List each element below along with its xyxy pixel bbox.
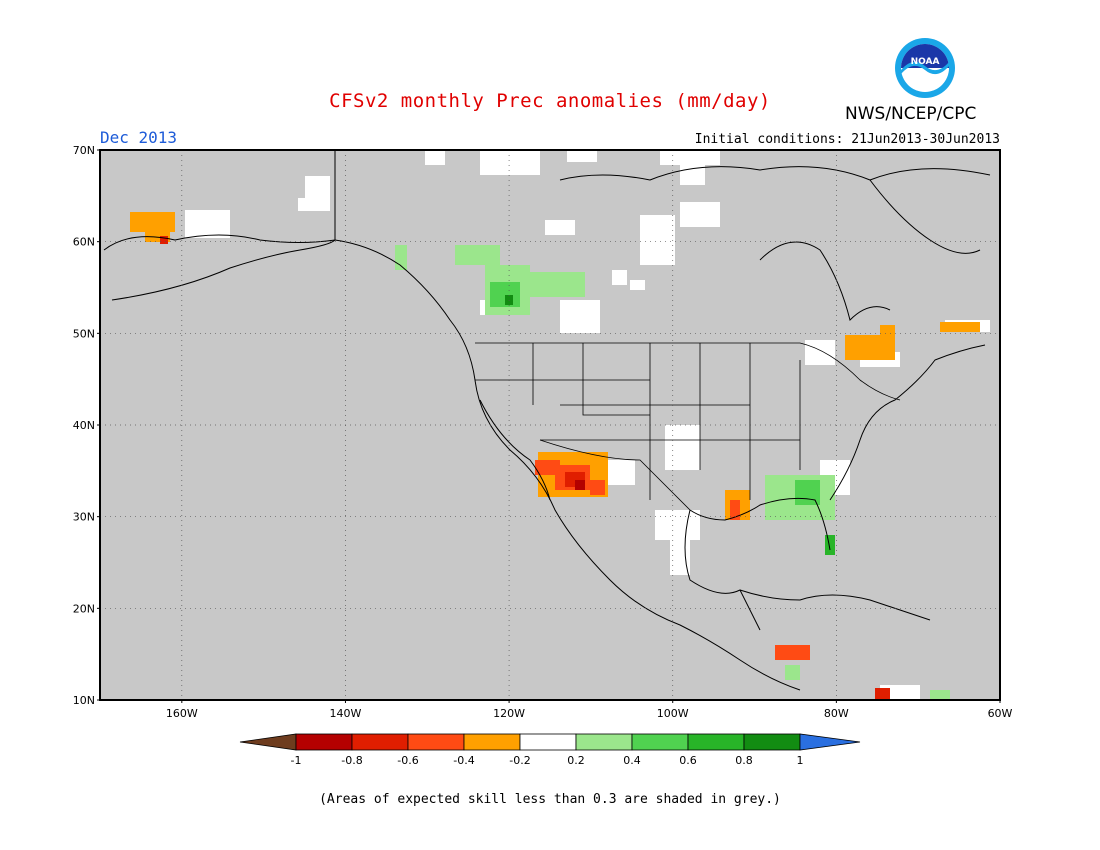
- precip-anomaly-map: 70N 60N 50N 40N 30N 20N 10N 160W 140W 120W 100W 80…: [73, 144, 1013, 720]
- legend-swatch: [519, 733, 577, 751]
- longitude-label: 140W: [330, 707, 362, 720]
- legend-tick-label: -0.4: [453, 754, 474, 767]
- latitude-label: 20N: [73, 602, 95, 615]
- skill-footnote: (Areas of expected skill less than 0.3 a…: [319, 792, 781, 807]
- forecast-month: Dec 2013: [100, 128, 178, 147]
- legend-swatch: [631, 733, 689, 751]
- legend-swatch: [799, 733, 861, 751]
- latitude-label: 70N: [73, 144, 95, 157]
- graticule: [100, 150, 1000, 700]
- legend-tick-label: 0.2: [567, 754, 585, 767]
- coastlines: [103, 150, 991, 691]
- longitude-label: 60W: [988, 707, 1013, 720]
- legend-swatch: [351, 733, 409, 751]
- legend-swatch: [407, 733, 465, 751]
- longitude-label: 120W: [493, 707, 525, 720]
- legend-swatch: [687, 733, 745, 751]
- legend-tick-label: -0.6: [397, 754, 418, 767]
- legend-tick-label: -0.2: [509, 754, 530, 767]
- latitude-label: 50N: [73, 327, 95, 340]
- color-legend: -1 -0.8 -0.6 -0.4 -0.2 0.2 0.4 0.6 0.8 1: [239, 733, 861, 767]
- legend-swatch: [239, 733, 297, 751]
- longitude-label: 80W: [824, 707, 849, 720]
- chart-title: CFSv2 monthly Prec anomalies (mm/day): [329, 90, 771, 112]
- longitude-label: 160W: [166, 707, 198, 720]
- legend-tick-label: 0.6: [679, 754, 697, 767]
- initial-conditions: Initial conditions: 21Jun2013-30Jun2013: [694, 132, 1000, 147]
- legend-tick-label: -0.8: [341, 754, 362, 767]
- latitude-label: 60N: [73, 236, 95, 249]
- legend-swatch: [463, 733, 521, 751]
- longitude-label: 100W: [657, 707, 689, 720]
- latitude-label: 10N: [73, 694, 95, 707]
- legend-tick-label: 0.4: [623, 754, 641, 767]
- latitude-label: 30N: [73, 511, 95, 524]
- legend-swatch: [743, 733, 801, 751]
- political-boundaries: [475, 342, 901, 511]
- noaa-logo: NOAA: [895, 38, 955, 98]
- legend-tick-label: 0.8: [735, 754, 753, 767]
- agency-label: NWS/NCEP/CPC: [845, 104, 977, 124]
- latitude-labels: 70N 60N 50N 40N 30N 20N 10N: [73, 144, 100, 707]
- latitude-label: 40N: [73, 419, 95, 432]
- positive-anomaly-patches: [395, 245, 950, 700]
- negative-anomaly-patches: [130, 212, 980, 700]
- legend-swatch: [295, 733, 353, 751]
- noaa-logo-text: NOAA: [911, 57, 940, 67]
- legend-tick-label: 1: [797, 754, 804, 767]
- longitude-labels: 160W 140W 120W 100W 80W 60W: [166, 700, 1013, 720]
- legend-swatch: [575, 733, 633, 751]
- neutral-anomaly-patches: [185, 150, 990, 700]
- legend-tick-label: -1: [291, 754, 302, 767]
